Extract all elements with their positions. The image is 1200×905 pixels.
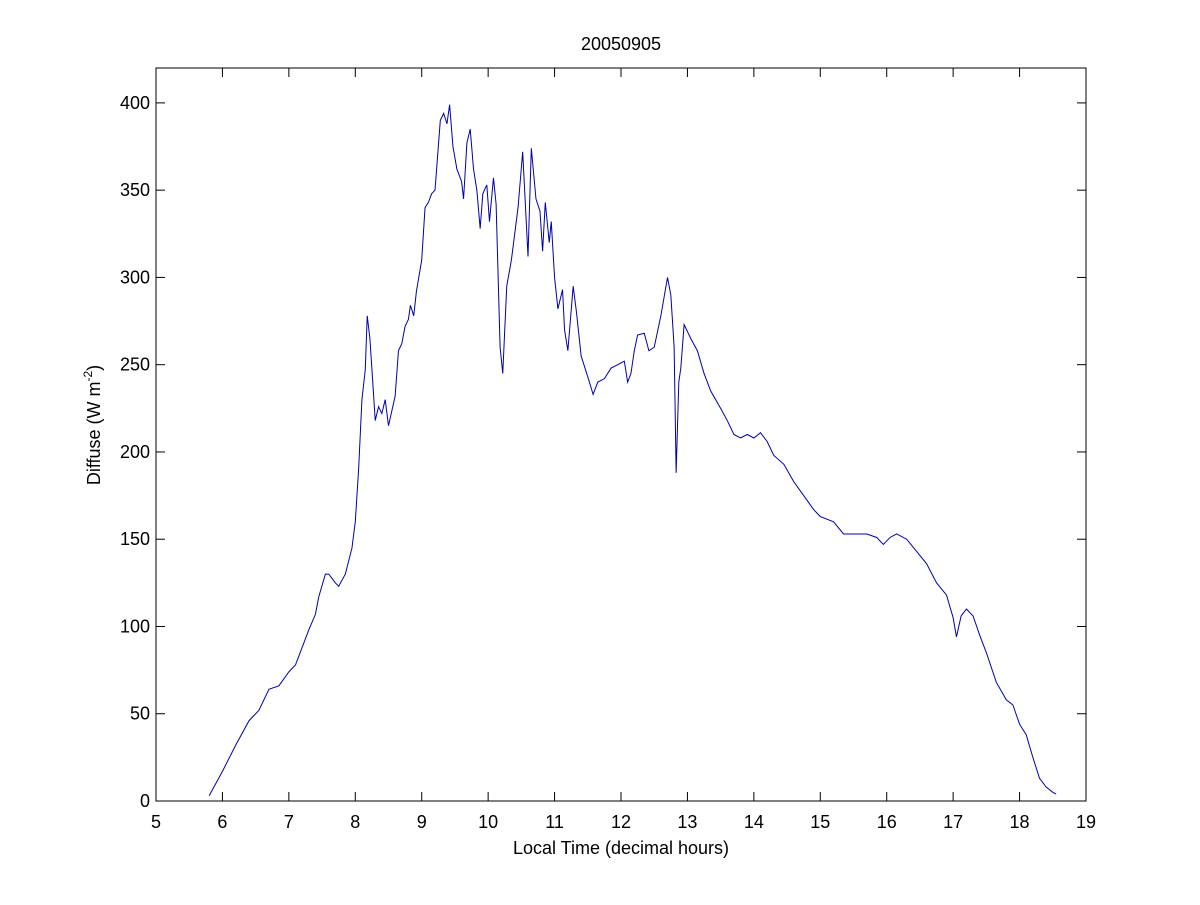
y-tick-label: 300 <box>120 267 150 287</box>
x-tick-label: 7 <box>284 812 294 832</box>
x-tick-label: 15 <box>810 812 830 832</box>
x-tick-label: 11 <box>545 812 564 832</box>
x-tick-label: 9 <box>417 812 427 832</box>
y-tick-label: 150 <box>120 529 150 549</box>
y-axis-label: Diffuse (W m-2) <box>81 365 104 485</box>
x-tick-label: 13 <box>677 812 697 832</box>
y-tick-label: 0 <box>140 791 150 811</box>
y-tick-label: 350 <box>120 180 150 200</box>
y-label-sup: -2 <box>81 370 95 381</box>
y-tick-label: 250 <box>120 355 150 375</box>
x-tick-label: 12 <box>611 812 631 832</box>
y-tick-label: 100 <box>120 616 150 636</box>
y-label-text: Diffuse (W m <box>84 381 104 485</box>
y-tick-label: 50 <box>130 704 150 724</box>
chart-title: 20050905 <box>581 34 661 54</box>
y-tick-label: 400 <box>120 93 150 113</box>
x-tick-label: 16 <box>877 812 897 832</box>
x-tick-label: 6 <box>217 812 227 832</box>
x-tick-label: 19 <box>1076 812 1096 832</box>
y-tick-label: 200 <box>120 442 150 462</box>
data-line <box>208 104 1057 796</box>
x-tick-label: 10 <box>478 812 498 832</box>
x-tick-label: 5 <box>151 812 161 832</box>
x-tick-label: 8 <box>350 812 360 832</box>
x-tick-label: 18 <box>1010 812 1030 832</box>
x-tick-label: 14 <box>744 812 764 832</box>
x-tick-label: 17 <box>943 812 963 832</box>
x-axis-label: Local Time (decimal hours) <box>513 838 729 858</box>
y-label-tail: ) <box>84 365 104 371</box>
